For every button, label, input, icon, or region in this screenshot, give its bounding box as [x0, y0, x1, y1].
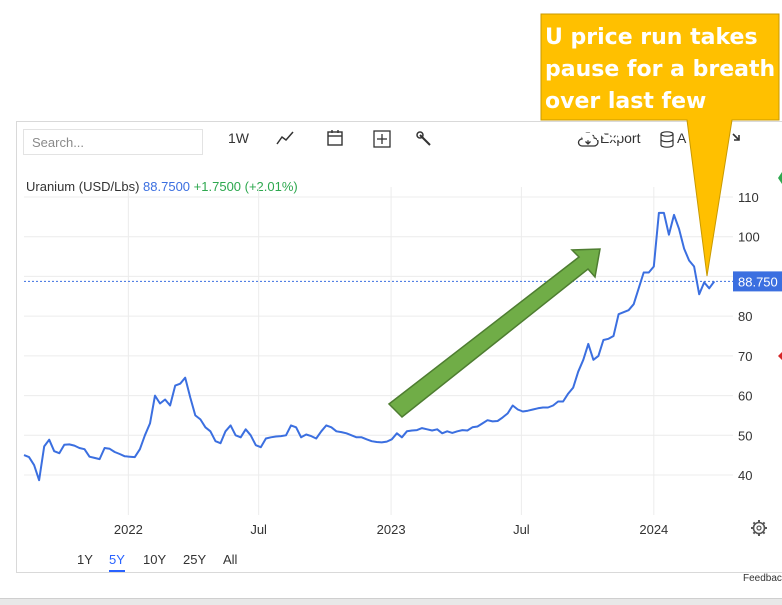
x-tick-label: 2022	[114, 522, 143, 537]
y-tick-label: 100	[738, 230, 760, 245]
calendar-icon[interactable]	[325, 128, 345, 151]
chart-toolbar: Search... 1W Export A	[17, 122, 782, 160]
fullscreen-icon[interactable]	[732, 133, 740, 141]
range-all[interactable]: All	[223, 552, 238, 567]
search-input[interactable]: Search...	[23, 129, 203, 155]
up-marker-icon	[778, 172, 782, 184]
callout-line-2: pause for a breath	[545, 57, 776, 82]
y-tick-label: 110	[738, 190, 759, 205]
x-axis-ticks: 2022 Jul 2023 Jul 2024	[114, 522, 668, 537]
x-tick-label: 2024	[639, 522, 668, 537]
price-tag: 88.750	[733, 271, 782, 292]
x-tick-label: Jul	[250, 522, 267, 537]
callout-box	[540, 13, 780, 277]
callout-line-1: U price run takes	[545, 25, 758, 50]
trend-arrow-annotation	[387, 248, 601, 419]
range-10y[interactable]: 10Y	[143, 552, 167, 567]
grid-lines	[24, 187, 733, 515]
x-tick-label: Jul	[513, 522, 530, 537]
line-chart-icon[interactable]	[275, 128, 295, 151]
x-tick-label: 2023	[377, 522, 406, 537]
data-button[interactable]: A	[677, 130, 687, 146]
interval-button[interactable]: 1W	[228, 130, 249, 146]
price-tag-label: 88.750	[738, 274, 778, 289]
wrench-icon[interactable]	[415, 130, 433, 151]
add-indicator-icon[interactable]	[373, 130, 391, 151]
range-5y[interactable]: 5Y	[109, 552, 125, 572]
cloud-download-icon[interactable]	[577, 131, 599, 151]
y-tick-label: 80	[738, 309, 752, 324]
callout-line-3: over last few weeks	[545, 89, 707, 146]
y-axis-ticks: 40 50 60 70 80 100 110	[738, 190, 760, 483]
page-bottom-bar	[0, 598, 782, 605]
database-icon[interactable]	[660, 131, 674, 152]
feedback-link[interactable]: Feedbac	[743, 573, 782, 584]
y-tick-label: 60	[738, 389, 752, 404]
y-tick-label: 70	[738, 349, 752, 364]
export-button[interactable]: Export	[600, 130, 641, 146]
range-1y[interactable]: 1Y	[77, 552, 93, 567]
chart-frame: Search... 1W Export A Uranium (USD/Lbs) …	[16, 121, 782, 573]
settings-gear-icon[interactable]	[751, 520, 767, 536]
price-change: +1.7500 (+2.01%)	[193, 179, 298, 194]
chart-legend: Uranium (USD/Lbs) 88.7500 +1.7500 (+2.01…	[26, 179, 298, 194]
callout-text: U price run takes pause for a breath ove…	[545, 22, 777, 150]
instrument-name: Uranium (USD/Lbs)	[26, 179, 140, 194]
y-tick-label: 40	[738, 468, 752, 483]
range-25y[interactable]: 25Y	[183, 552, 207, 567]
series-line	[23, 211, 716, 482]
y-tick-label: 50	[738, 428, 752, 443]
down-marker-icon	[778, 352, 782, 360]
last-price: 88.7500	[143, 179, 191, 194]
